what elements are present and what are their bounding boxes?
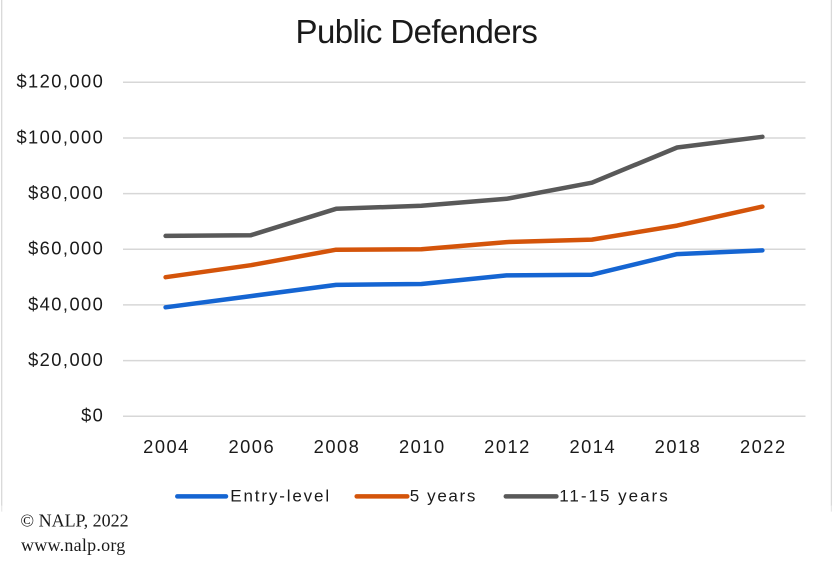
svg-text:11-15 years: 11-15 years — [559, 486, 670, 505]
svg-text:2012: 2012 — [484, 436, 531, 457]
svg-text:$100,000: $100,000 — [16, 126, 104, 147]
svg-text:2022: 2022 — [740, 436, 787, 457]
svg-text:$0: $0 — [81, 405, 104, 426]
svg-text:2018: 2018 — [655, 436, 702, 457]
svg-text:$120,000: $120,000 — [16, 71, 104, 92]
svg-text:2006: 2006 — [228, 436, 275, 457]
svg-text:© NALP, 2022: © NALP, 2022 — [20, 511, 128, 531]
svg-text:$60,000: $60,000 — [28, 238, 104, 259]
svg-text:$40,000: $40,000 — [28, 293, 104, 314]
svg-text:$80,000: $80,000 — [28, 182, 104, 203]
svg-text:2004: 2004 — [143, 436, 190, 457]
svg-text:$20,000: $20,000 — [28, 349, 104, 370]
svg-text:Public Defenders: Public Defenders — [296, 13, 538, 50]
svg-text:2008: 2008 — [314, 436, 361, 457]
svg-text:Entry-level: Entry-level — [230, 486, 331, 505]
svg-text:2010: 2010 — [399, 436, 446, 457]
svg-text:5 years: 5 years — [410, 486, 477, 505]
svg-text:2014: 2014 — [569, 436, 616, 457]
svg-text:www.nalp.org: www.nalp.org — [21, 535, 126, 555]
